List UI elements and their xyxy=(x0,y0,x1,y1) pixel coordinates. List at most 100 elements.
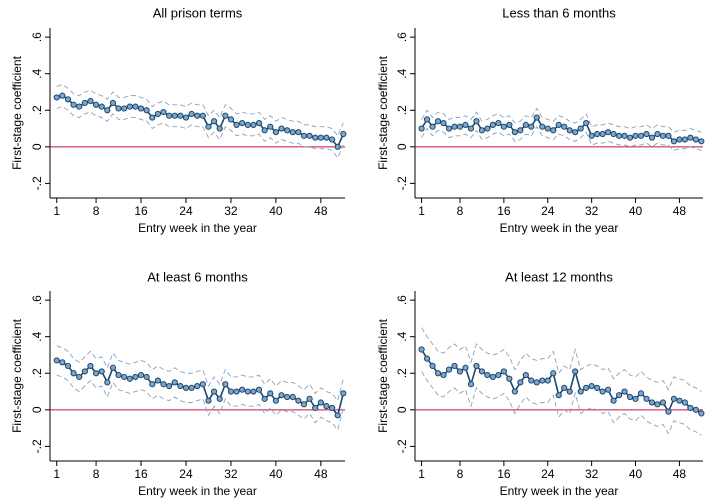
coefficient-marker xyxy=(98,103,105,110)
coefficient-marker xyxy=(295,129,302,136)
coefficient-marker xyxy=(445,366,453,373)
y-tick-label: .2 xyxy=(30,105,44,115)
coefficient-marker xyxy=(216,125,223,132)
y-tick-label: .6 xyxy=(395,295,409,305)
coefficient-marker xyxy=(53,357,60,364)
coefficient-marker xyxy=(289,393,296,401)
coefficient-marker xyxy=(92,101,100,108)
coefficient-line xyxy=(420,116,702,143)
x-axis-label: Entry week in the year xyxy=(500,221,619,235)
coefficient-marker xyxy=(423,355,431,362)
coefficient-marker xyxy=(188,110,195,118)
coefficient-marker xyxy=(261,127,268,134)
coefficient-marker xyxy=(637,390,645,397)
coefficient-marker xyxy=(692,136,699,143)
x-tick-label: 32 xyxy=(585,204,599,218)
coefficient-marker xyxy=(81,368,88,375)
coefficient-marker xyxy=(177,382,184,390)
y-tick-label: .4 xyxy=(30,68,44,78)
panel-title: At least 12 months xyxy=(505,269,613,284)
coefficient-marker xyxy=(522,371,529,379)
coefficient-marker xyxy=(334,412,341,419)
coefficient-marker xyxy=(533,379,540,386)
x-tick-label: 48 xyxy=(673,467,687,481)
coefficient-marker xyxy=(462,364,469,371)
coefficient-marker xyxy=(340,130,347,138)
coefficient-marker xyxy=(517,379,524,386)
coefficient-marker xyxy=(255,386,263,393)
coefficient-marker xyxy=(544,377,551,384)
coefficient-marker xyxy=(233,388,240,395)
coefficient-marker xyxy=(109,364,117,371)
coefficient-marker xyxy=(500,123,507,130)
x-tick-label: 40 xyxy=(269,204,283,218)
coefficient-marker xyxy=(87,98,94,105)
ci-line xyxy=(56,345,344,402)
y-tick-label: -.2 xyxy=(395,176,409,190)
coefficient-marker xyxy=(194,112,201,119)
ci-line xyxy=(56,84,344,137)
coefficient-marker xyxy=(572,368,579,375)
coefficient-marker xyxy=(670,395,678,402)
y-tick-label: .4 xyxy=(30,331,44,341)
coefficient-marker xyxy=(648,134,656,141)
coefficient-marker xyxy=(64,96,72,103)
x-tick-label: 8 xyxy=(93,467,100,481)
y-tick-label: .2 xyxy=(395,105,409,115)
y-tick-label: -.2 xyxy=(30,176,44,190)
coefficient-marker xyxy=(604,129,612,136)
coefficient-marker xyxy=(194,382,201,390)
coefficient-marker xyxy=(115,371,122,379)
coefficient-marker xyxy=(594,130,601,138)
coefficient-marker xyxy=(334,143,341,150)
coefficient-marker xyxy=(188,384,195,391)
coefficient-marker xyxy=(216,395,223,402)
coefficient-marker xyxy=(267,123,274,130)
coefficient-marker xyxy=(615,132,623,139)
coefficient-marker xyxy=(267,390,274,397)
coefficient-marker xyxy=(289,129,296,136)
coefficient-marker xyxy=(429,123,436,130)
coefficient-marker xyxy=(87,362,94,370)
coefficient-marker xyxy=(244,388,251,395)
x-tick-label: 24 xyxy=(179,467,193,481)
coefficient-marker xyxy=(205,123,212,130)
coefficient-marker xyxy=(222,381,229,388)
coefficient-marker xyxy=(160,108,167,116)
coefficient-marker xyxy=(665,132,672,139)
coefficient-marker xyxy=(295,397,302,404)
coefficient-marker xyxy=(654,130,661,138)
coefficient-marker xyxy=(109,99,117,107)
coefficient-marker xyxy=(182,114,190,121)
coefficient-marker xyxy=(284,127,291,134)
coefficient-marker xyxy=(687,404,694,412)
x-tick-label: 32 xyxy=(585,467,599,481)
x-tick-label: 8 xyxy=(457,204,464,218)
coefficient-marker xyxy=(239,119,246,127)
coefficient-marker xyxy=(681,136,688,143)
panel: At least 12 months -.2 0 .2 .4 .6 1 8 16 24 32 40 48… xyxy=(376,269,705,498)
coefficient-marker xyxy=(610,397,617,404)
x-tick-label: 1 xyxy=(418,467,425,481)
coefficient-marker xyxy=(306,395,313,402)
coefficient-marker xyxy=(160,381,167,388)
coefficient-marker xyxy=(429,362,436,370)
y-axis-label: First-stage coefficient xyxy=(10,318,24,432)
x-tick-label: 8 xyxy=(457,467,464,481)
y-tick-label: 0 xyxy=(30,143,44,150)
x-tick-label: 48 xyxy=(314,204,328,218)
coefficient-marker xyxy=(528,123,535,130)
coefficient-marker xyxy=(323,134,330,141)
coefficient-marker xyxy=(250,388,257,395)
coefficient-marker xyxy=(278,392,285,399)
coefficient-marker xyxy=(643,395,650,402)
coefficient-marker xyxy=(121,105,128,112)
coefficient-line xyxy=(56,359,345,418)
coefficient-marker xyxy=(522,121,529,128)
ci-line xyxy=(421,327,702,392)
coefficient-marker xyxy=(544,125,551,132)
x-tick-label: 24 xyxy=(541,467,555,481)
x-tick-label: 1 xyxy=(53,204,60,218)
coefficient-marker xyxy=(615,392,623,399)
y-tick-label: .4 xyxy=(395,68,409,78)
